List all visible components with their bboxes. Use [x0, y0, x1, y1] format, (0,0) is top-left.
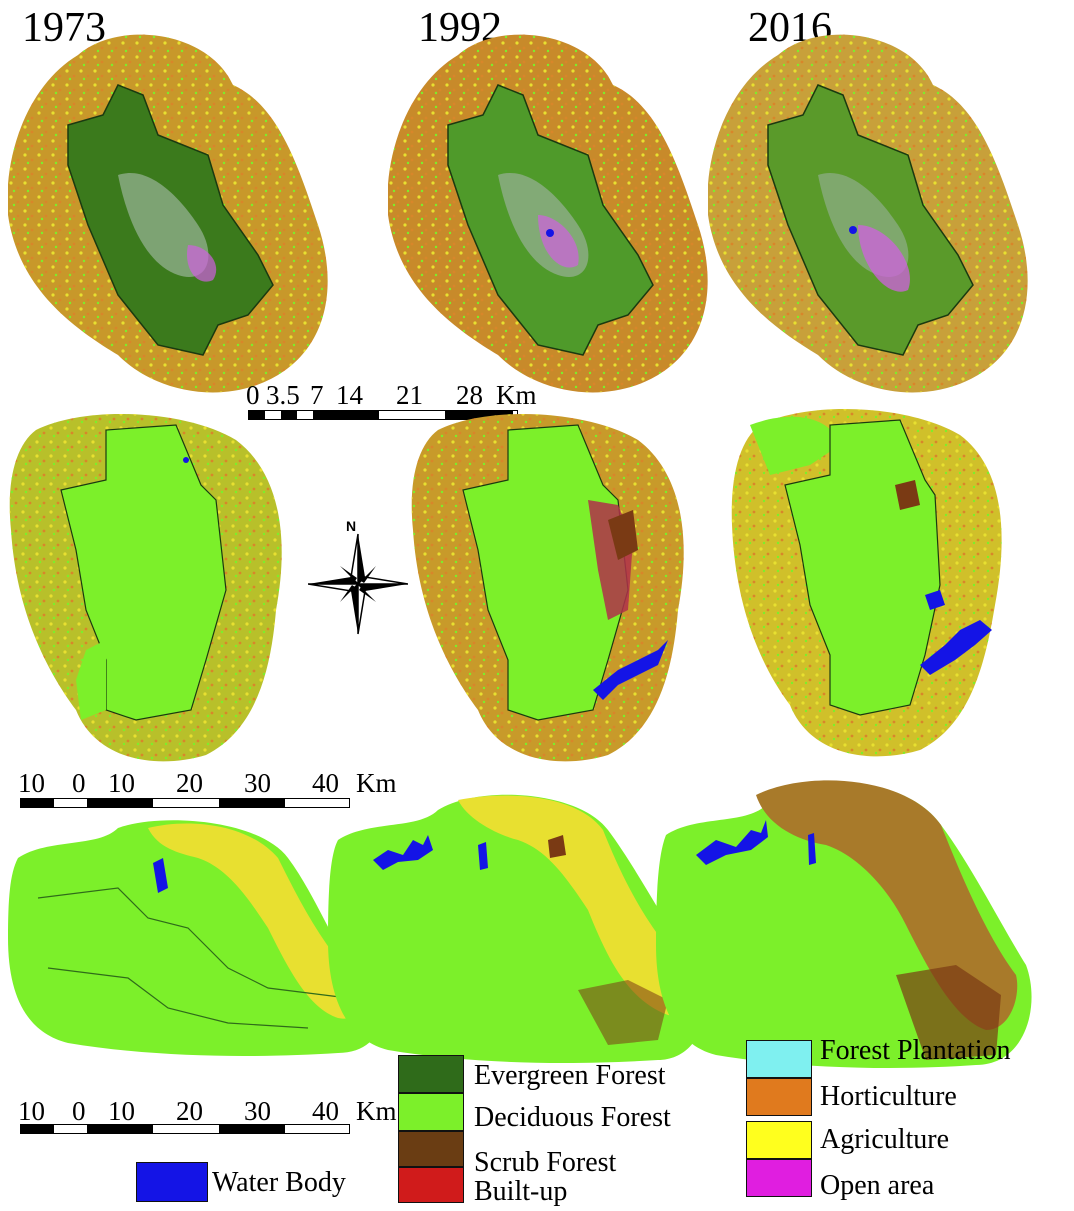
scale-tick-label: 3.5 — [266, 380, 300, 410]
legend-swatch-evergreen-forest — [398, 1055, 464, 1093]
legend-label-water-body: Water Body — [212, 1167, 346, 1198]
legend-label-built-up: Built-up — [474, 1176, 568, 1207]
legend-label-scrub-forest: Scrub Forest — [474, 1147, 617, 1178]
map-row2-1973 — [6, 410, 296, 770]
scale-bar-row2: 10 0 10 20 30 40 Km — [18, 768, 398, 818]
legend-label-horticulture: Horticulture — [820, 1081, 957, 1112]
legend-swatch-deciduous-forest — [398, 1093, 464, 1131]
legend-label-open-area: Open area — [820, 1170, 935, 1201]
map-row3-2016 — [656, 775, 1036, 1070]
scale-bar-graphic — [20, 1124, 350, 1134]
map-row1-1973 — [8, 25, 338, 405]
scale-tick-label: 0 — [72, 768, 86, 798]
scale-unit: Km — [356, 768, 397, 798]
scale-tick-label: 10 — [18, 1096, 45, 1126]
scale-tick-label: 10 — [18, 768, 45, 798]
scale-bar-graphic — [20, 798, 350, 808]
scale-tick-label: 40 — [312, 768, 339, 798]
map-row1-2016 — [708, 25, 1038, 405]
scale-tick-label: 10 — [108, 768, 135, 798]
scale-tick-label: 14 — [336, 380, 363, 410]
scale-unit: Km — [356, 1096, 397, 1126]
legend-swatch-open-area — [746, 1159, 812, 1197]
scale-unit: Km — [496, 380, 537, 410]
north-arrow-label: N — [346, 518, 357, 534]
map-row2-1992 — [408, 410, 698, 770]
legend-swatch-scrub-forest — [398, 1131, 464, 1167]
legend-label-forest-plantation: Forest Plantation — [820, 1035, 1011, 1066]
legend-swatch-agriculture — [746, 1121, 812, 1159]
map-row3-1973 — [8, 818, 388, 1058]
legend-swatch-forest-plantation — [746, 1040, 812, 1078]
legend-swatch-horticulture — [746, 1078, 812, 1116]
legend-swatch-built-up — [398, 1167, 464, 1203]
scale-tick-label: 40 — [312, 1096, 339, 1126]
scale-tick-label: 28 — [456, 380, 483, 410]
scale-tick-label: 20 — [176, 1096, 203, 1126]
legend-swatch-water-body — [136, 1162, 208, 1202]
map-row3-1992 — [328, 790, 718, 1065]
legend-label-agriculture: Agriculture — [820, 1124, 950, 1155]
scale-tick-label: 10 — [108, 1096, 135, 1126]
scale-tick-label: 7 — [310, 380, 324, 410]
north-arrow: N — [307, 518, 409, 647]
scale-tick-label: 20 — [176, 768, 203, 798]
scale-tick-label: 0 — [246, 380, 260, 410]
map-row1-1992 — [388, 25, 718, 405]
scale-tick-label: 21 — [396, 380, 423, 410]
legend-label-evergreen-forest: Evergreen Forest — [474, 1060, 666, 1091]
map-row2-2016 — [730, 405, 1010, 765]
scale-tick-label: 0 — [72, 1096, 86, 1126]
scale-tick-label: 30 — [244, 768, 271, 798]
compass-rose-icon — [307, 533, 409, 635]
legend-label-deciduous-forest: Deciduous Forest — [474, 1102, 671, 1133]
year-label-1973: 1973 — [22, 5, 106, 51]
scale-bar-row3: 10 0 10 20 30 40 Km — [18, 1096, 398, 1146]
scale-bar-graphic — [248, 410, 518, 420]
scale-tick-label: 30 — [244, 1096, 271, 1126]
scale-bar-row1: 0 3.5 7 14 21 28 Km — [246, 380, 537, 432]
